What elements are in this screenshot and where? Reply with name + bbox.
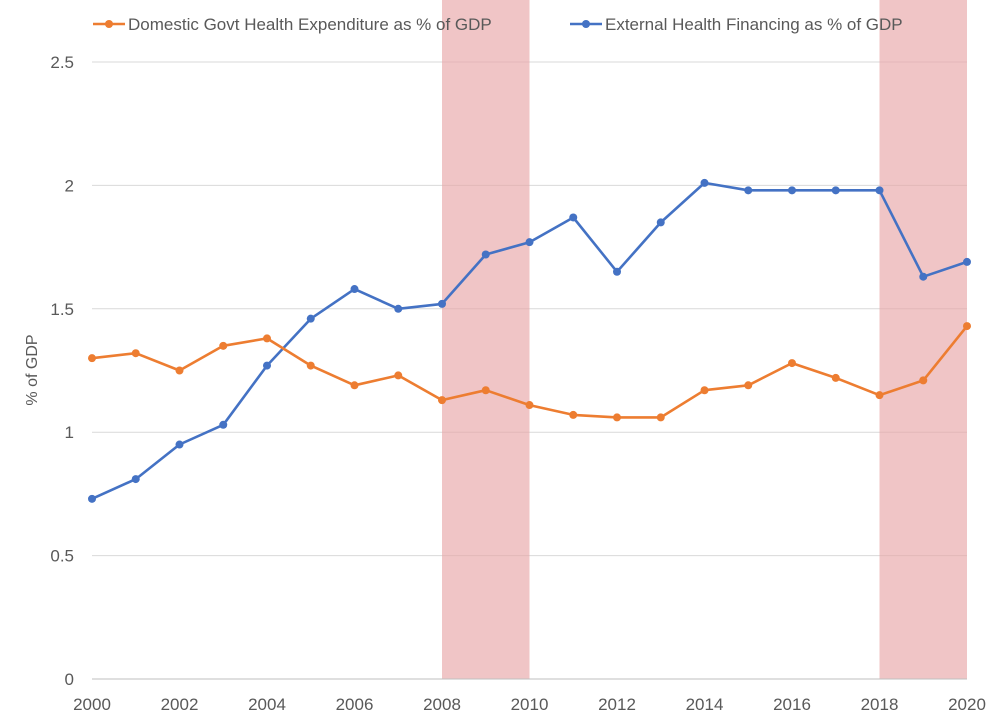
- data-point: [306, 361, 315, 370]
- data-point: [438, 299, 446, 308]
- y-tick-label: 0.5: [50, 547, 74, 566]
- data-point: [875, 391, 884, 400]
- data-point: [88, 494, 96, 503]
- series-domestic: [88, 322, 971, 422]
- data-point: [831, 373, 840, 382]
- data-point: [788, 186, 796, 195]
- x-tick-label: 2016: [773, 695, 811, 714]
- data-point: [788, 359, 796, 368]
- data-point: [613, 413, 621, 422]
- legend-label: Domestic Govt Health Expenditure as % of…: [128, 15, 492, 34]
- data-point: [744, 381, 753, 390]
- legend-item: Domestic Govt Health Expenditure as % of…: [93, 15, 492, 34]
- y-axis-ticks: 0 0.5 1 1.5 2 2.5: [50, 53, 74, 689]
- data-point: [525, 238, 534, 247]
- y-tick-label: 2.5: [50, 53, 74, 72]
- data-point: [831, 186, 840, 195]
- legend-swatch-marker: [582, 20, 590, 28]
- x-tick-label: 2002: [161, 695, 199, 714]
- x-tick-label: 2008: [423, 695, 461, 714]
- y-tick-label: 1.5: [50, 300, 74, 319]
- data-point: [613, 267, 621, 276]
- data-point: [919, 376, 928, 385]
- data-point: [700, 386, 709, 395]
- y-axis-title: % of GDP: [24, 334, 41, 405]
- series-external: [88, 178, 971, 503]
- legend-item: External Health Financing as % of GDP: [570, 15, 903, 34]
- data-point: [963, 322, 971, 331]
- legend-label: External Health Financing as % of GDP: [605, 15, 903, 34]
- x-axis-ticks: 2000 2002 2004 2006 2008 2010 2012 2014 2016 2018…: [73, 695, 986, 714]
- data-point: [744, 186, 753, 195]
- data-point: [350, 285, 359, 294]
- y-tick-label: 1: [65, 423, 74, 442]
- data-point: [131, 475, 140, 484]
- data-point: [219, 420, 228, 429]
- data-point: [131, 349, 140, 358]
- x-tick-label: 2000: [73, 695, 111, 714]
- data-point: [175, 366, 184, 375]
- x-tick-label: 2004: [248, 695, 286, 714]
- data-point: [263, 361, 271, 370]
- data-point: [263, 334, 271, 343]
- data-point: [88, 354, 96, 363]
- legend-swatch-marker: [105, 20, 113, 28]
- data-point: [569, 213, 578, 222]
- shaded-period: [442, 0, 530, 679]
- y-tick-label: 2: [65, 176, 74, 195]
- data-point: [700, 178, 709, 187]
- x-tick-label: 2020: [948, 695, 986, 714]
- data-point: [306, 314, 315, 323]
- x-tick-label: 2006: [336, 695, 374, 714]
- data-point: [394, 371, 403, 380]
- series-layer: [88, 178, 971, 503]
- shaded-period: [879, 0, 967, 679]
- y-tick-label: 0: [65, 670, 74, 689]
- data-point: [875, 186, 884, 195]
- legend: Domestic Govt Health Expenditure as % of…: [93, 15, 903, 34]
- data-point: [219, 341, 228, 350]
- data-point: [656, 413, 665, 422]
- x-tick-label: 2018: [861, 695, 899, 714]
- data-point: [481, 250, 490, 259]
- data-point: [481, 386, 490, 395]
- data-point: [963, 257, 971, 266]
- data-point: [394, 304, 403, 313]
- shaded-periods: [442, 0, 967, 679]
- data-point: [175, 440, 184, 449]
- data-point: [525, 401, 534, 410]
- data-point: [569, 410, 578, 419]
- data-point: [919, 272, 928, 281]
- x-tick-label: 2012: [598, 695, 636, 714]
- data-point: [350, 381, 359, 390]
- x-tick-label: 2014: [686, 695, 724, 714]
- data-point: [438, 396, 446, 405]
- x-tick-label: 2010: [511, 695, 549, 714]
- data-point: [656, 218, 665, 227]
